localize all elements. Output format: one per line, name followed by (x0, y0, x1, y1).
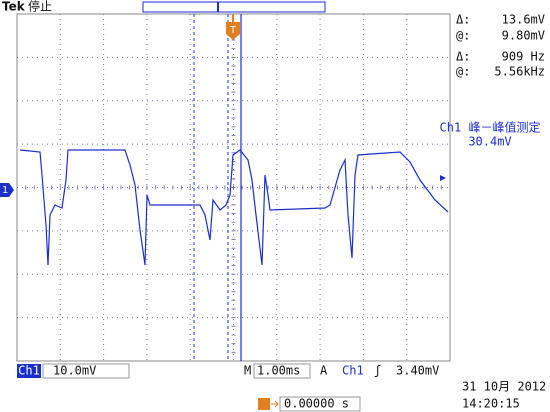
time-box (253, 363, 311, 379)
cursor-readouts: Δ: 13.6mV @: 9.80mV Δ: 909 Hz @: 5.56kHz (456, 13, 545, 79)
brand: Tek (2, 0, 26, 14)
trigger-source: Ch1 (342, 364, 364, 378)
footer-channel: Ch1 (18, 364, 40, 378)
trigger-marker-label: T (230, 25, 236, 36)
measurement-value: 30.4mV (468, 135, 511, 149)
clock: 14:20:15 (462, 397, 520, 411)
date: 31 10月 2012 (462, 380, 546, 394)
readout-value: 5.56kHz (494, 65, 545, 79)
trigger-pos-box (279, 396, 361, 412)
channel-marker-label: 1 (2, 185, 8, 196)
trigger-slope: ʃ (374, 364, 381, 378)
time-label: M (244, 364, 251, 378)
trigger-position: 0.00000 s (284, 397, 349, 411)
trigger-label: A (320, 364, 328, 378)
readout-label: @: (456, 65, 470, 79)
trigger-pos-icon (258, 398, 270, 410)
channel-badge (17, 364, 41, 378)
readout-label: Δ: (456, 13, 470, 27)
scale-box (42, 363, 130, 379)
volts-per-div: 10.0mV (53, 364, 96, 378)
readout-value: 9.80mV (502, 29, 545, 43)
waveform (19, 149, 449, 266)
trigger-marker (226, 22, 240, 40)
time-per-div: 1.00ms (257, 364, 300, 378)
readout-value: 909 Hz (502, 50, 545, 64)
channel-marker (0, 183, 14, 197)
level-arrow (440, 175, 446, 181)
measurement-title: Ch1 峰－峰值测定 (440, 120, 541, 135)
readout-value: 13.6mV (502, 13, 545, 27)
graticule (16, 13, 451, 362)
readout-label: @: (456, 29, 470, 43)
record-bar (142, 1, 326, 13)
status: 停止 (28, 0, 52, 14)
trigger-level: 3.40mV (396, 364, 439, 378)
trigger-pos-arrow (271, 400, 279, 408)
readout-label: Δ: (456, 50, 470, 64)
